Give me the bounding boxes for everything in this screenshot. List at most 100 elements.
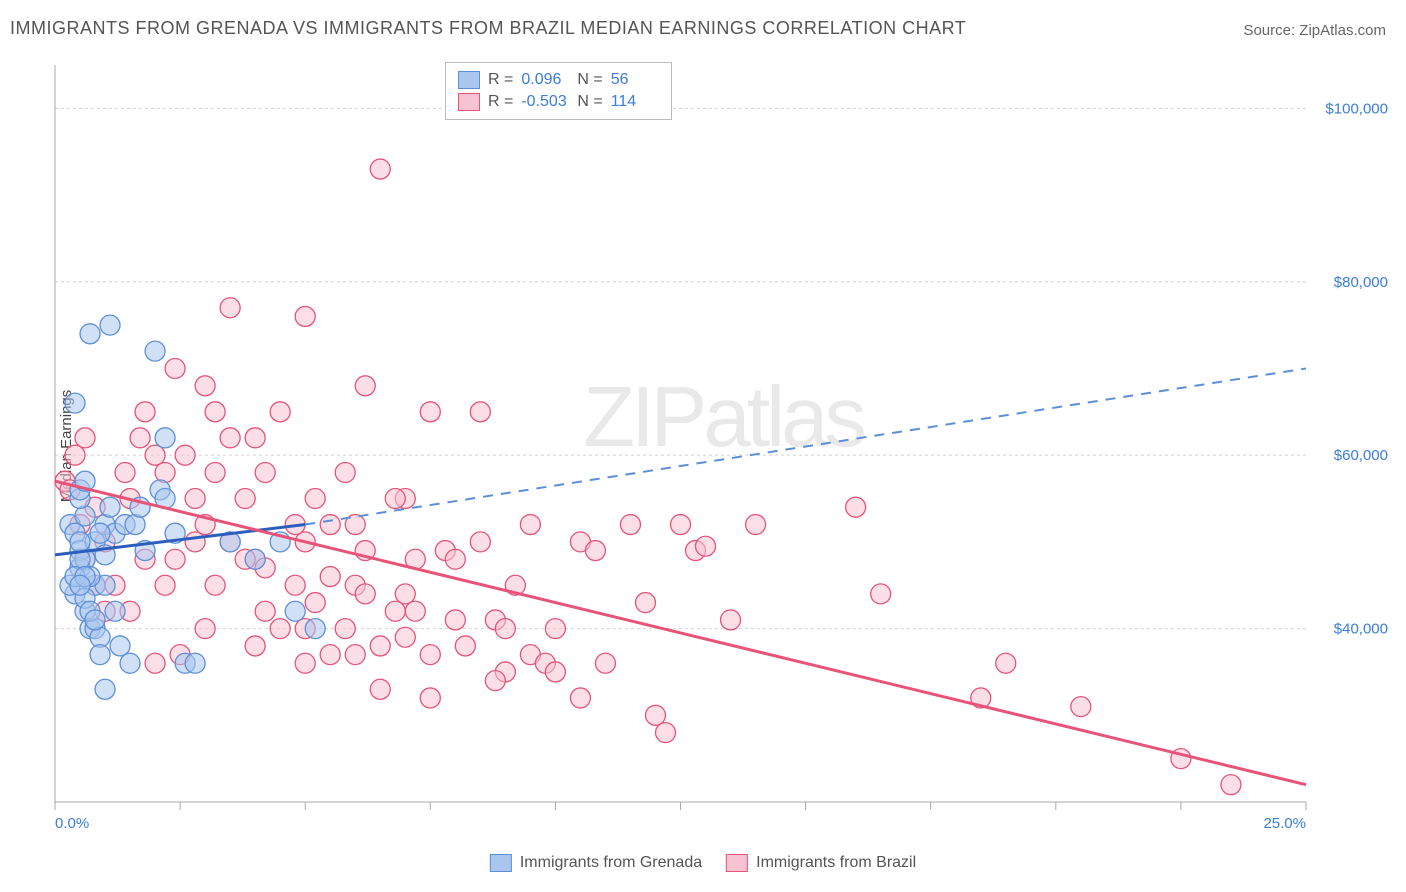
marker-brazil — [355, 376, 375, 396]
marker-brazil — [585, 541, 605, 561]
marker-brazil — [335, 619, 355, 639]
marker-brazil — [185, 532, 205, 552]
stat-n-label: N = — [577, 71, 602, 89]
marker-grenada — [155, 428, 175, 448]
marker-brazil — [320, 567, 340, 587]
marker-brazil — [255, 463, 275, 483]
y-tick-label: $80,000 — [1334, 274, 1388, 291]
x-max-label: 25.0% — [1263, 815, 1306, 832]
marker-grenada — [110, 636, 130, 656]
stat-r-value: 0.096 — [521, 71, 569, 89]
marker-brazil — [370, 679, 390, 699]
marker-brazil — [996, 653, 1016, 673]
marker-brazil — [195, 376, 215, 396]
marker-brazil — [746, 515, 766, 535]
marker-brazil — [320, 515, 340, 535]
marker-grenada — [65, 393, 85, 413]
marker-brazil — [355, 584, 375, 604]
marker-brazil — [635, 593, 655, 613]
marker-brazil — [846, 497, 866, 517]
legend-item-brazil: Immigrants from Brazil — [726, 854, 916, 872]
marker-grenada — [90, 645, 110, 665]
marker-grenada — [245, 549, 265, 569]
marker-brazil — [370, 159, 390, 179]
marker-brazil — [470, 532, 490, 552]
chart-title: IMMIGRANTS FROM GRENADA VS IMMIGRANTS FR… — [10, 18, 966, 39]
marker-brazil — [420, 645, 440, 665]
marker-grenada — [105, 601, 125, 621]
marker-brazil — [1071, 697, 1091, 717]
marker-brazil — [195, 619, 215, 639]
scatter-plot: $40,000$60,000$80,000$100,000ZIPatlas0.0… — [50, 60, 1396, 832]
marker-grenada — [145, 341, 165, 361]
marker-brazil — [445, 549, 465, 569]
marker-brazil — [255, 601, 275, 621]
marker-brazil — [420, 688, 440, 708]
marker-brazil — [175, 445, 195, 465]
marker-grenada — [100, 315, 120, 335]
marker-brazil — [245, 428, 265, 448]
marker-brazil — [205, 463, 225, 483]
watermark: ZIPatlas — [583, 370, 864, 465]
marker-brazil — [470, 402, 490, 422]
marker-brazil — [220, 428, 240, 448]
bottom-legend: Immigrants from Grenada Immigrants from … — [490, 854, 916, 872]
marker-brazil — [420, 402, 440, 422]
marker-brazil — [245, 636, 265, 656]
marker-grenada — [120, 653, 140, 673]
marker-brazil — [545, 619, 565, 639]
swatch-blue — [490, 854, 512, 872]
marker-grenada — [305, 619, 325, 639]
marker-brazil — [495, 619, 515, 639]
marker-brazil — [385, 601, 405, 621]
y-tick-label: $60,000 — [1334, 447, 1388, 464]
marker-brazil — [270, 619, 290, 639]
marker-grenada — [85, 610, 105, 630]
stats-row-brazil: R = -0.503 N = 114 — [458, 91, 659, 113]
marker-brazil — [220, 298, 240, 318]
marker-brazil — [570, 688, 590, 708]
swatch-pink — [458, 93, 480, 111]
marker-grenada — [70, 575, 90, 595]
marker-grenada — [80, 324, 100, 344]
marker-brazil — [520, 515, 540, 535]
plot-area: $40,000$60,000$80,000$100,000ZIPatlas0.0… — [50, 60, 1396, 832]
marker-brazil — [345, 645, 365, 665]
legend-item-grenada: Immigrants from Grenada — [490, 854, 702, 872]
marker-grenada — [90, 523, 110, 543]
marker-brazil — [65, 445, 85, 465]
stat-n-value: 114 — [611, 93, 659, 111]
marker-brazil — [205, 402, 225, 422]
marker-brazil — [445, 610, 465, 630]
swatch-pink — [726, 854, 748, 872]
stat-r-value: -0.503 — [521, 93, 569, 111]
marker-brazil — [305, 489, 325, 509]
marker-brazil — [671, 515, 691, 535]
stat-r-label: R = — [488, 71, 513, 89]
marker-brazil — [205, 575, 225, 595]
swatch-blue — [458, 71, 480, 89]
marker-brazil — [455, 636, 475, 656]
source-label: Source: ZipAtlas.com — [1243, 22, 1386, 39]
marker-grenada — [285, 601, 305, 621]
stats-row-grenada: R = 0.096 N = 56 — [458, 69, 659, 91]
marker-brazil — [305, 593, 325, 613]
marker-brazil — [595, 653, 615, 673]
marker-brazil — [165, 358, 185, 378]
marker-grenada — [185, 653, 205, 673]
marker-grenada — [95, 679, 115, 699]
marker-brazil — [155, 575, 175, 595]
x-min-label: 0.0% — [55, 815, 89, 832]
marker-brazil — [620, 515, 640, 535]
stats-box: R = 0.096 N = 56 R = -0.503 N = 114 — [445, 62, 672, 120]
chart-container: IMMIGRANTS FROM GRENADA VS IMMIGRANTS FR… — [0, 0, 1406, 892]
marker-brazil — [135, 402, 155, 422]
marker-brazil — [545, 662, 565, 682]
stat-n-label: N = — [577, 93, 602, 111]
marker-brazil — [395, 627, 415, 647]
marker-brazil — [115, 463, 135, 483]
stat-r-label: R = — [488, 93, 513, 111]
marker-brazil — [485, 671, 505, 691]
marker-brazil — [75, 428, 95, 448]
marker-grenada — [70, 532, 90, 552]
